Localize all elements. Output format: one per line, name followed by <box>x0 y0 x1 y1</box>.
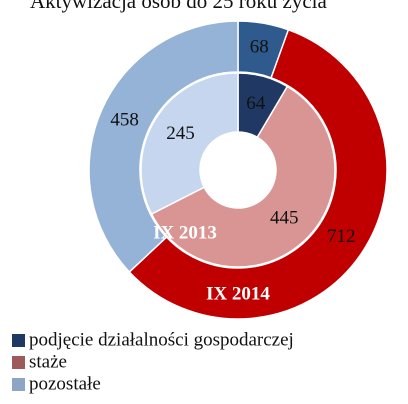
donut-segment <box>140 72 239 216</box>
value-label: 64 <box>246 93 266 114</box>
ring-label: IX 2014 <box>206 283 270 304</box>
legend-swatch <box>12 356 25 369</box>
value-label: 445 <box>270 208 299 229</box>
legend-swatch <box>12 334 25 347</box>
value-label: 68 <box>250 37 269 58</box>
legend-label: pozostałe <box>29 373 101 394</box>
donut-segment <box>128 28 388 320</box>
donut-segment <box>88 20 239 274</box>
value-label: 458 <box>110 109 139 130</box>
value-label: 245 <box>166 123 195 144</box>
ring-label: IX 2013 <box>153 222 217 243</box>
legend-label: podjęcie działalności gospodarczej <box>29 329 294 350</box>
donut-segment <box>150 85 336 268</box>
chart-title: Aktywizacja osób do 25 roku życia <box>30 0 328 13</box>
legend-label: staże <box>29 351 67 372</box>
value-label: 712 <box>327 226 356 247</box>
legend-swatch <box>12 378 25 391</box>
